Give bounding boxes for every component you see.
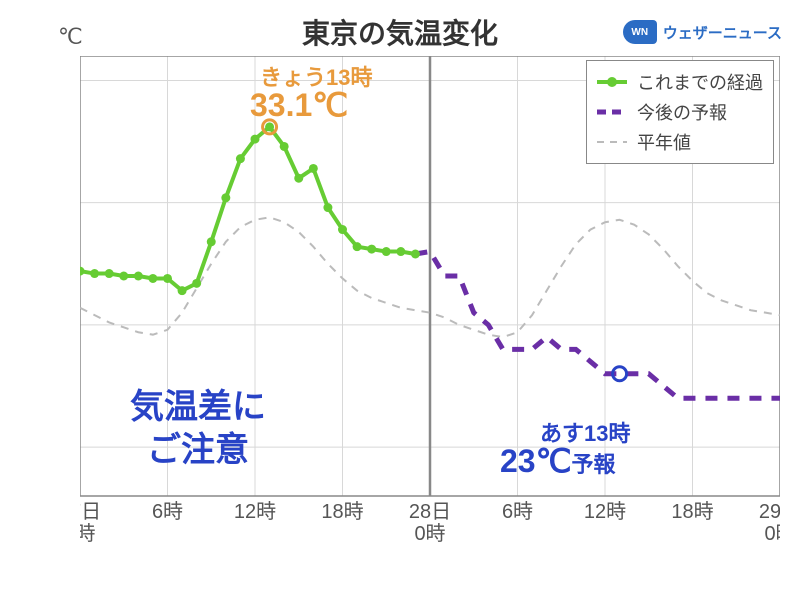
brand-logo: WN [623,20,657,44]
svg-text:0時: 0時 [764,522,780,545]
legend-past-swatch [597,72,627,92]
y-axis-unit: ℃ [58,24,83,50]
brand: WN ウェザーニュース [623,20,782,44]
callout-today-temp: 33.1℃ [250,86,348,124]
svg-text:0時: 0時 [414,522,445,545]
legend-forecast: 今後の予報 [597,97,763,127]
legend-past: これまでの経過 [597,67,763,97]
svg-text:12時: 12時 [584,500,626,523]
svg-text:6時: 6時 [502,500,533,523]
legend-normal-swatch [597,132,627,152]
svg-text:12時: 12時 [234,500,276,523]
advisory-line1: 気温差に [130,386,266,429]
svg-text:0時: 0時 [80,522,96,545]
svg-text:18時: 18時 [321,500,363,523]
legend-forecast-swatch [597,102,627,122]
callout-tomorrow-temp: 23℃予報 [500,442,616,480]
svg-text:18時: 18時 [671,500,713,523]
legend: これまでの経過 今後の予報 平年値 [586,60,774,164]
chart-area: 2025303527日0時6時12時18時28日0時6時12時18時29日0時 … [80,56,780,546]
tomorrow-temp-value: 23℃ [500,443,572,479]
legend-normal: 平年値 [597,127,763,157]
legend-past-label: これまでの経過 [637,69,763,95]
svg-text:29日: 29日 [759,501,780,523]
callout-advisory: 気温差に ご注意 [130,386,266,471]
legend-normal-label: 平年値 [637,129,691,155]
chart-title: 東京の気温変化 [302,12,498,52]
legend-forecast-label: 今後の予報 [637,99,727,125]
tomorrow-temp-suffix: 予報 [572,452,616,477]
brand-text: ウェザーニュース [663,22,782,43]
advisory-line2: ご注意 [130,429,266,472]
svg-text:27日: 27日 [80,501,101,523]
svg-text:28日: 28日 [409,501,451,523]
svg-text:6時: 6時 [152,500,183,523]
